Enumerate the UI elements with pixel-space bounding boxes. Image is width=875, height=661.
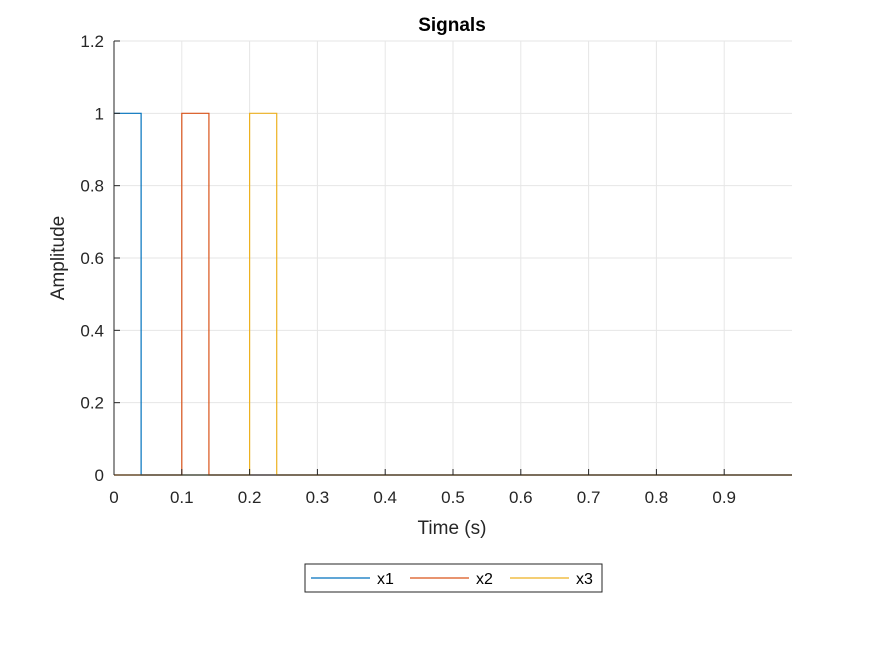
y-tick-label: 1.2 (80, 32, 104, 51)
legend[interactable]: x1 x2 x3 (304, 563, 603, 593)
x-tick-label: 0.9 (712, 488, 736, 507)
y-tick-label: 0.8 (80, 177, 104, 196)
y-tick-label: 0 (95, 466, 104, 485)
y-tick-label: 0.4 (80, 321, 104, 340)
x-tick-label: 0.8 (645, 488, 669, 507)
x-tick-label: 0.5 (441, 488, 465, 507)
x-axis-label: Time (s) (418, 518, 487, 539)
grid (114, 40, 792, 475)
legend-label-x1: x1 (377, 571, 394, 588)
y-tick-label: 0.2 (80, 394, 104, 413)
y-tick-label: 0.6 (80, 249, 104, 268)
x-tick-label: 0.3 (306, 488, 330, 507)
tick-labels: 0 0.1 0.2 0.3 0.4 0.5 0.6 0.7 0.8 0.9 0 0.2 0.4 0.6 0.… (80, 32, 736, 507)
x-tick-label: 0.7 (577, 488, 601, 507)
x-tick-label: 0.2 (238, 488, 262, 507)
x-tick-label: 0.6 (509, 488, 533, 507)
x-tick-label: 0.4 (373, 488, 397, 507)
y-tick-label: 1 (95, 104, 104, 123)
x-tick-label: 0.1 (170, 488, 194, 507)
chart-title: Signals (418, 15, 486, 36)
y-axis-label: Amplitude (48, 216, 69, 301)
legend-label-x3: x3 (576, 571, 593, 588)
axes (113, 40, 792, 476)
legend-label-x2: x2 (476, 571, 493, 588)
x-tick-label: 0 (109, 488, 118, 507)
